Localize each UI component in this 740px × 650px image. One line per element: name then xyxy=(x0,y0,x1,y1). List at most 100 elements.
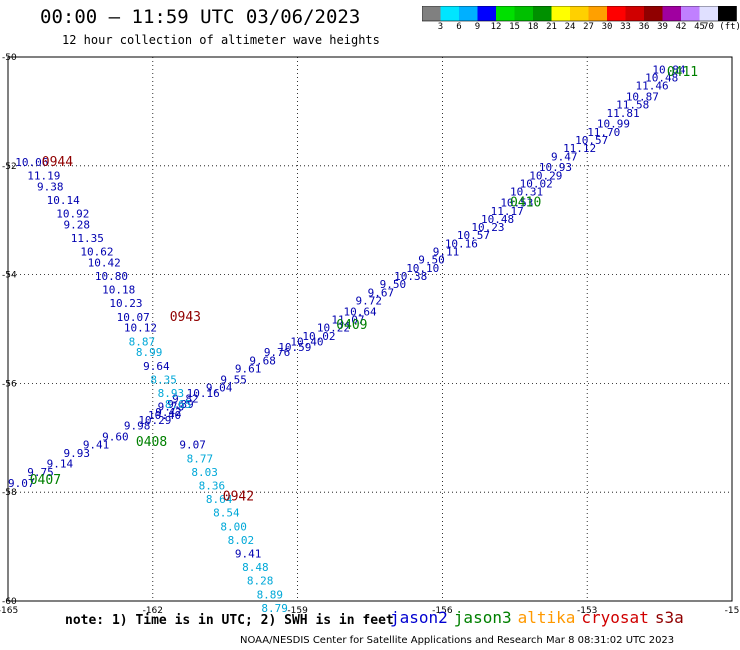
wave-height-value: 8.03 xyxy=(191,466,218,479)
wave-height-value: 10.07 xyxy=(117,311,150,324)
wave-height-value: 10.64 xyxy=(343,305,376,318)
wave-height-value: 9.07 xyxy=(8,477,35,490)
color-scale-label: 42 xyxy=(675,22,687,32)
pass-time-label: 0943 xyxy=(170,310,201,325)
wave-height-value: 10.59 xyxy=(278,341,311,354)
wave-height-value: 8.48 xyxy=(242,561,268,574)
wave-height-value: 8.93 xyxy=(158,387,185,400)
wave-height-value: 10.06 xyxy=(15,156,48,169)
wave-height-value: 8.87 xyxy=(129,335,156,348)
color-swatch xyxy=(570,6,589,21)
color-swatch xyxy=(477,6,496,21)
wave-height-value: 10.02 xyxy=(520,178,553,191)
lon-tick-label: -153 xyxy=(577,606,597,616)
color-swatch xyxy=(533,6,552,21)
wave-height-value: 9.38 xyxy=(37,180,64,193)
pass-time-label: 0409 xyxy=(336,318,367,333)
wave-height-value: 9.50 xyxy=(418,254,445,267)
color-swatch xyxy=(588,6,607,21)
lon-tick-label: -156 xyxy=(432,606,453,616)
legend-entry-jason3: jason3 xyxy=(453,608,512,627)
pass-time-label: 0942 xyxy=(223,489,254,504)
wave-height-value: 11.19 xyxy=(27,169,60,182)
wave-height-value: 9.55 xyxy=(220,373,247,386)
color-swatch xyxy=(644,6,663,21)
wave-height-value: 9.42 xyxy=(155,406,182,419)
legend-entry-altika: altika xyxy=(517,608,576,627)
wave-height-value: 10.18 xyxy=(102,284,135,297)
color-scale-label: 39 xyxy=(657,22,668,32)
pass-time-label: 0407 xyxy=(30,473,61,488)
color-scale-label: 9 xyxy=(474,22,481,32)
wave-height-value: 8.99 xyxy=(136,346,163,359)
color-swatch xyxy=(422,6,441,21)
color-swatch xyxy=(496,6,515,21)
wave-height-value: 8.36 xyxy=(199,479,226,492)
wave-height-value: 11.17 xyxy=(491,205,524,218)
wave-height-value: 10.12 xyxy=(124,322,157,335)
wave-height-value: 10.57 xyxy=(457,229,490,242)
wave-height-value: 10.62 xyxy=(80,246,113,259)
page-subtitle: 12 hour collection of altimeter wave hei… xyxy=(62,33,380,47)
plot-frame xyxy=(7,56,733,602)
wave-height-value: 10.22 xyxy=(317,322,350,335)
color-scale-label: 18 xyxy=(527,22,539,32)
pass-time-label: 0410 xyxy=(510,196,541,211)
wave-height-value: 10.92 xyxy=(56,207,89,220)
wave-height-value: 10.40 xyxy=(290,335,323,348)
color-scale-label: 21 xyxy=(546,22,557,32)
legend-entry-cryosat: cryosat xyxy=(581,608,649,627)
wave-height-value: 9.68 xyxy=(249,354,275,367)
wave-height-value: 8.65 xyxy=(165,398,192,411)
lat-tick-label: -58 xyxy=(2,488,17,498)
color-scale-label: 36 xyxy=(638,22,650,32)
wave-height-value: 10.23 xyxy=(471,221,504,234)
wave-height-value: 9.39 xyxy=(167,398,194,411)
wave-height-value: 9.67 xyxy=(368,286,395,299)
wave-height-value: 11.12 xyxy=(563,142,596,155)
wave-height-value: 9.64 xyxy=(143,360,170,373)
wave-height-value: 10.57 xyxy=(575,134,608,147)
credit-line: NOAA/NESDIS Center for Satellite Applica… xyxy=(240,635,675,646)
wave-height-value: 9.78 xyxy=(158,401,185,414)
wave-height-value: 10.99 xyxy=(597,118,630,131)
wave-height-value: 9.11 xyxy=(433,246,460,259)
wave-height-value: 10.23 xyxy=(109,297,142,310)
color-scale-label: 3 xyxy=(437,22,444,32)
wave-height-value: 11.70 xyxy=(587,126,620,139)
color-scale-labels: 3 6 9 12 15 18 21 24 27 30 33 36 39 42 45 70 (ft) xyxy=(422,22,740,34)
wave-height-value: 10.10 xyxy=(406,262,439,275)
wave-height-value: 8.64 xyxy=(206,493,233,506)
color-scale-label: 15 xyxy=(509,22,520,32)
lat-tick-label: -52 xyxy=(2,162,17,172)
color-swatch xyxy=(681,6,700,21)
wave-height-value: 8.89 xyxy=(257,588,284,601)
wave-height-value: 9.72 xyxy=(356,295,383,308)
wave-height-value: 9.61 xyxy=(235,363,262,376)
wave-height-value: 10.84 xyxy=(652,63,685,76)
color-scale-label: 30 xyxy=(601,22,613,32)
color-swatch xyxy=(699,6,718,21)
wave-height-value: 9.47 xyxy=(551,150,578,163)
pass-time-label: 0944 xyxy=(42,155,73,170)
wave-height-value: 10.40 xyxy=(148,409,181,422)
wave-height-value: 8.54 xyxy=(213,507,240,520)
wave-height-value: 11.81 xyxy=(607,107,640,120)
color-scale-label: 24 xyxy=(564,22,576,32)
wave-height-value: 11.07 xyxy=(331,314,364,327)
wave-height-value: 9.60 xyxy=(102,431,128,444)
color-scale-bar xyxy=(422,6,737,22)
lat-tick-label: -54 xyxy=(2,271,17,281)
color-swatch xyxy=(551,6,570,21)
wave-height-value: 9.75 xyxy=(27,466,54,479)
lon-tick-label: -162 xyxy=(143,606,163,616)
color-swatch xyxy=(514,6,533,21)
wave-height-value: 8.35 xyxy=(150,373,177,386)
wave-height-value: 9.50 xyxy=(380,278,407,291)
color-scale-label: 70 (ft) xyxy=(703,22,740,32)
wave-height-value: 11.58 xyxy=(616,99,649,112)
wave-height-value: 9.76 xyxy=(264,346,291,359)
color-scale-label: 6 xyxy=(456,22,462,32)
wave-height-value: 10.42 xyxy=(88,256,121,269)
